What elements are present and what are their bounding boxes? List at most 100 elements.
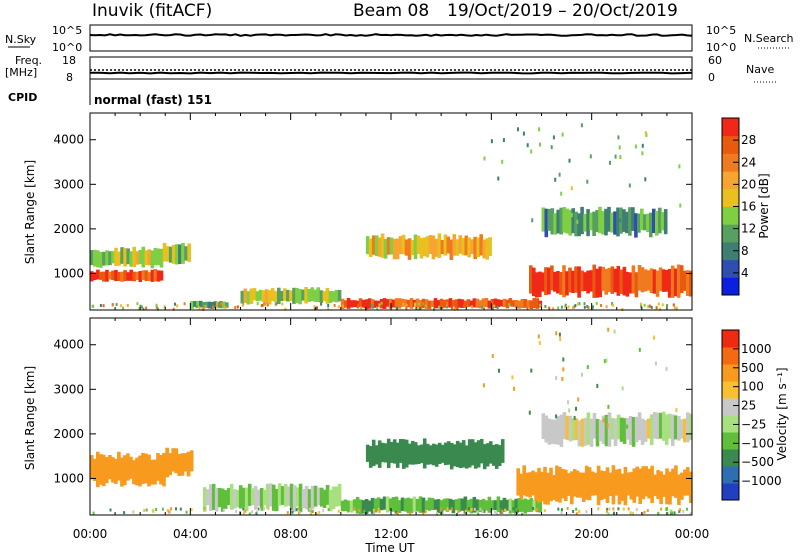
heatmap-cell xyxy=(141,452,145,484)
heatmap-cell xyxy=(361,500,366,514)
scatter-speck xyxy=(515,305,518,309)
sparse-echo xyxy=(562,357,565,362)
heatmap-cell xyxy=(494,444,499,469)
heatmap-cell xyxy=(319,290,324,303)
heatmap-cell xyxy=(316,487,321,506)
heatmap-cell xyxy=(165,246,170,262)
scatter-speck xyxy=(673,511,676,515)
heatmap-cell xyxy=(625,418,630,440)
colorbar-segment xyxy=(722,153,739,172)
scatter-speck xyxy=(417,302,420,306)
heatmap-cell xyxy=(428,445,433,465)
heatmap-cell xyxy=(147,272,152,281)
freq-label-1: Freq. xyxy=(15,54,42,67)
heatmap-cell xyxy=(451,499,456,514)
heatmap-cell xyxy=(493,298,498,308)
heatmap-cell xyxy=(584,465,589,500)
scatter-speck xyxy=(428,302,431,306)
heatmap-cell xyxy=(580,270,584,292)
scatter-speck xyxy=(172,307,175,311)
heatmap-cell xyxy=(457,298,462,308)
scatter-speck xyxy=(422,302,424,306)
scatter-speck xyxy=(536,508,538,512)
heatmap-cell xyxy=(631,265,636,294)
heatmap-cell xyxy=(380,442,385,463)
scatter-speck xyxy=(494,510,497,514)
sparse-echo xyxy=(617,135,620,140)
scatter-speck xyxy=(657,302,660,306)
scatter-speck xyxy=(337,305,340,309)
velocity-ylabel: Slant Range [km] xyxy=(23,366,37,470)
heatmap-cell xyxy=(595,210,599,232)
heatmap-cell xyxy=(397,298,402,309)
sparse-echo xyxy=(665,366,668,371)
velocity-xaxis xyxy=(89,318,693,515)
heatmap-cell xyxy=(650,465,654,504)
scatter-speck xyxy=(532,507,534,510)
heatmap-cell xyxy=(238,485,243,509)
heatmap-cell xyxy=(301,489,306,509)
heatmap-cell xyxy=(301,289,305,301)
heatmap-cell xyxy=(661,269,666,292)
heatmap-cell xyxy=(522,465,526,496)
heatmap-cell xyxy=(129,269,133,281)
heatmap-cell xyxy=(292,287,296,304)
sparse-echo xyxy=(558,332,561,337)
velocity-colorbar: 1000 500 100 25 −25 −100 −500 −1000 Velocity [m… xyxy=(721,329,789,501)
heatmap-cell xyxy=(374,445,379,465)
heatmap-cell xyxy=(517,300,522,309)
heatmap-cell xyxy=(562,412,567,440)
heatmap-cell xyxy=(526,300,531,308)
scatter-speck xyxy=(179,507,182,511)
scatter-speck xyxy=(215,305,218,309)
heatmap-cell xyxy=(529,300,534,310)
heatmap-cell xyxy=(463,496,468,514)
scatter-speck xyxy=(613,511,615,515)
sparse-echo xyxy=(634,144,637,149)
scatter-speck xyxy=(578,302,581,306)
heatmap-cell xyxy=(322,291,327,302)
scatter-speck xyxy=(284,307,287,311)
scatter-speck xyxy=(433,307,435,311)
scatter-speck xyxy=(583,305,586,309)
heatmap-cell xyxy=(655,211,659,236)
colorbar-segment xyxy=(722,135,739,154)
heatmap-cell xyxy=(380,233,385,258)
scatter-speck xyxy=(120,304,123,308)
scatter-speck xyxy=(396,306,398,310)
heatmap-cell xyxy=(319,487,324,507)
scatter-speck xyxy=(672,303,675,307)
heatmap-cell xyxy=(425,443,430,465)
sparse-echo xyxy=(602,418,605,423)
date-range: 19/Oct/2019 – 20/Oct/2019 xyxy=(447,1,678,21)
nsky-tick-high: 10^5 xyxy=(52,24,82,37)
colorbar-segment xyxy=(722,415,739,433)
scatter-speck xyxy=(275,302,278,306)
heatmap-cell xyxy=(213,301,217,309)
sparse-echo xyxy=(568,158,571,163)
scatter-speck xyxy=(641,512,644,516)
scatter-speck xyxy=(346,509,349,513)
scatter-speck xyxy=(203,507,206,510)
heatmap-cell xyxy=(482,239,486,259)
heatmap-cell xyxy=(448,298,453,308)
scatter-speck xyxy=(678,509,681,513)
scatter-speck xyxy=(198,306,201,310)
heatmap-cell xyxy=(343,300,348,308)
sparse-echo xyxy=(576,219,579,224)
sparse-echo xyxy=(638,347,641,352)
sparse-echo xyxy=(501,159,504,164)
heatmap-cell xyxy=(607,412,612,447)
heatmap-cell xyxy=(473,236,477,259)
heatmap-cell xyxy=(604,208,608,236)
scatter-speck xyxy=(256,302,259,305)
heatmap-cell xyxy=(358,499,363,514)
heatmap-cell xyxy=(556,416,561,445)
scatter-speck xyxy=(647,305,650,309)
heatmap-cell xyxy=(244,487,249,512)
heatmap-cell xyxy=(653,474,657,497)
heatmap-cell xyxy=(123,455,127,486)
scatter-speck xyxy=(481,510,484,514)
heatmap-cell xyxy=(532,298,537,309)
heatmap-cell xyxy=(424,299,429,309)
